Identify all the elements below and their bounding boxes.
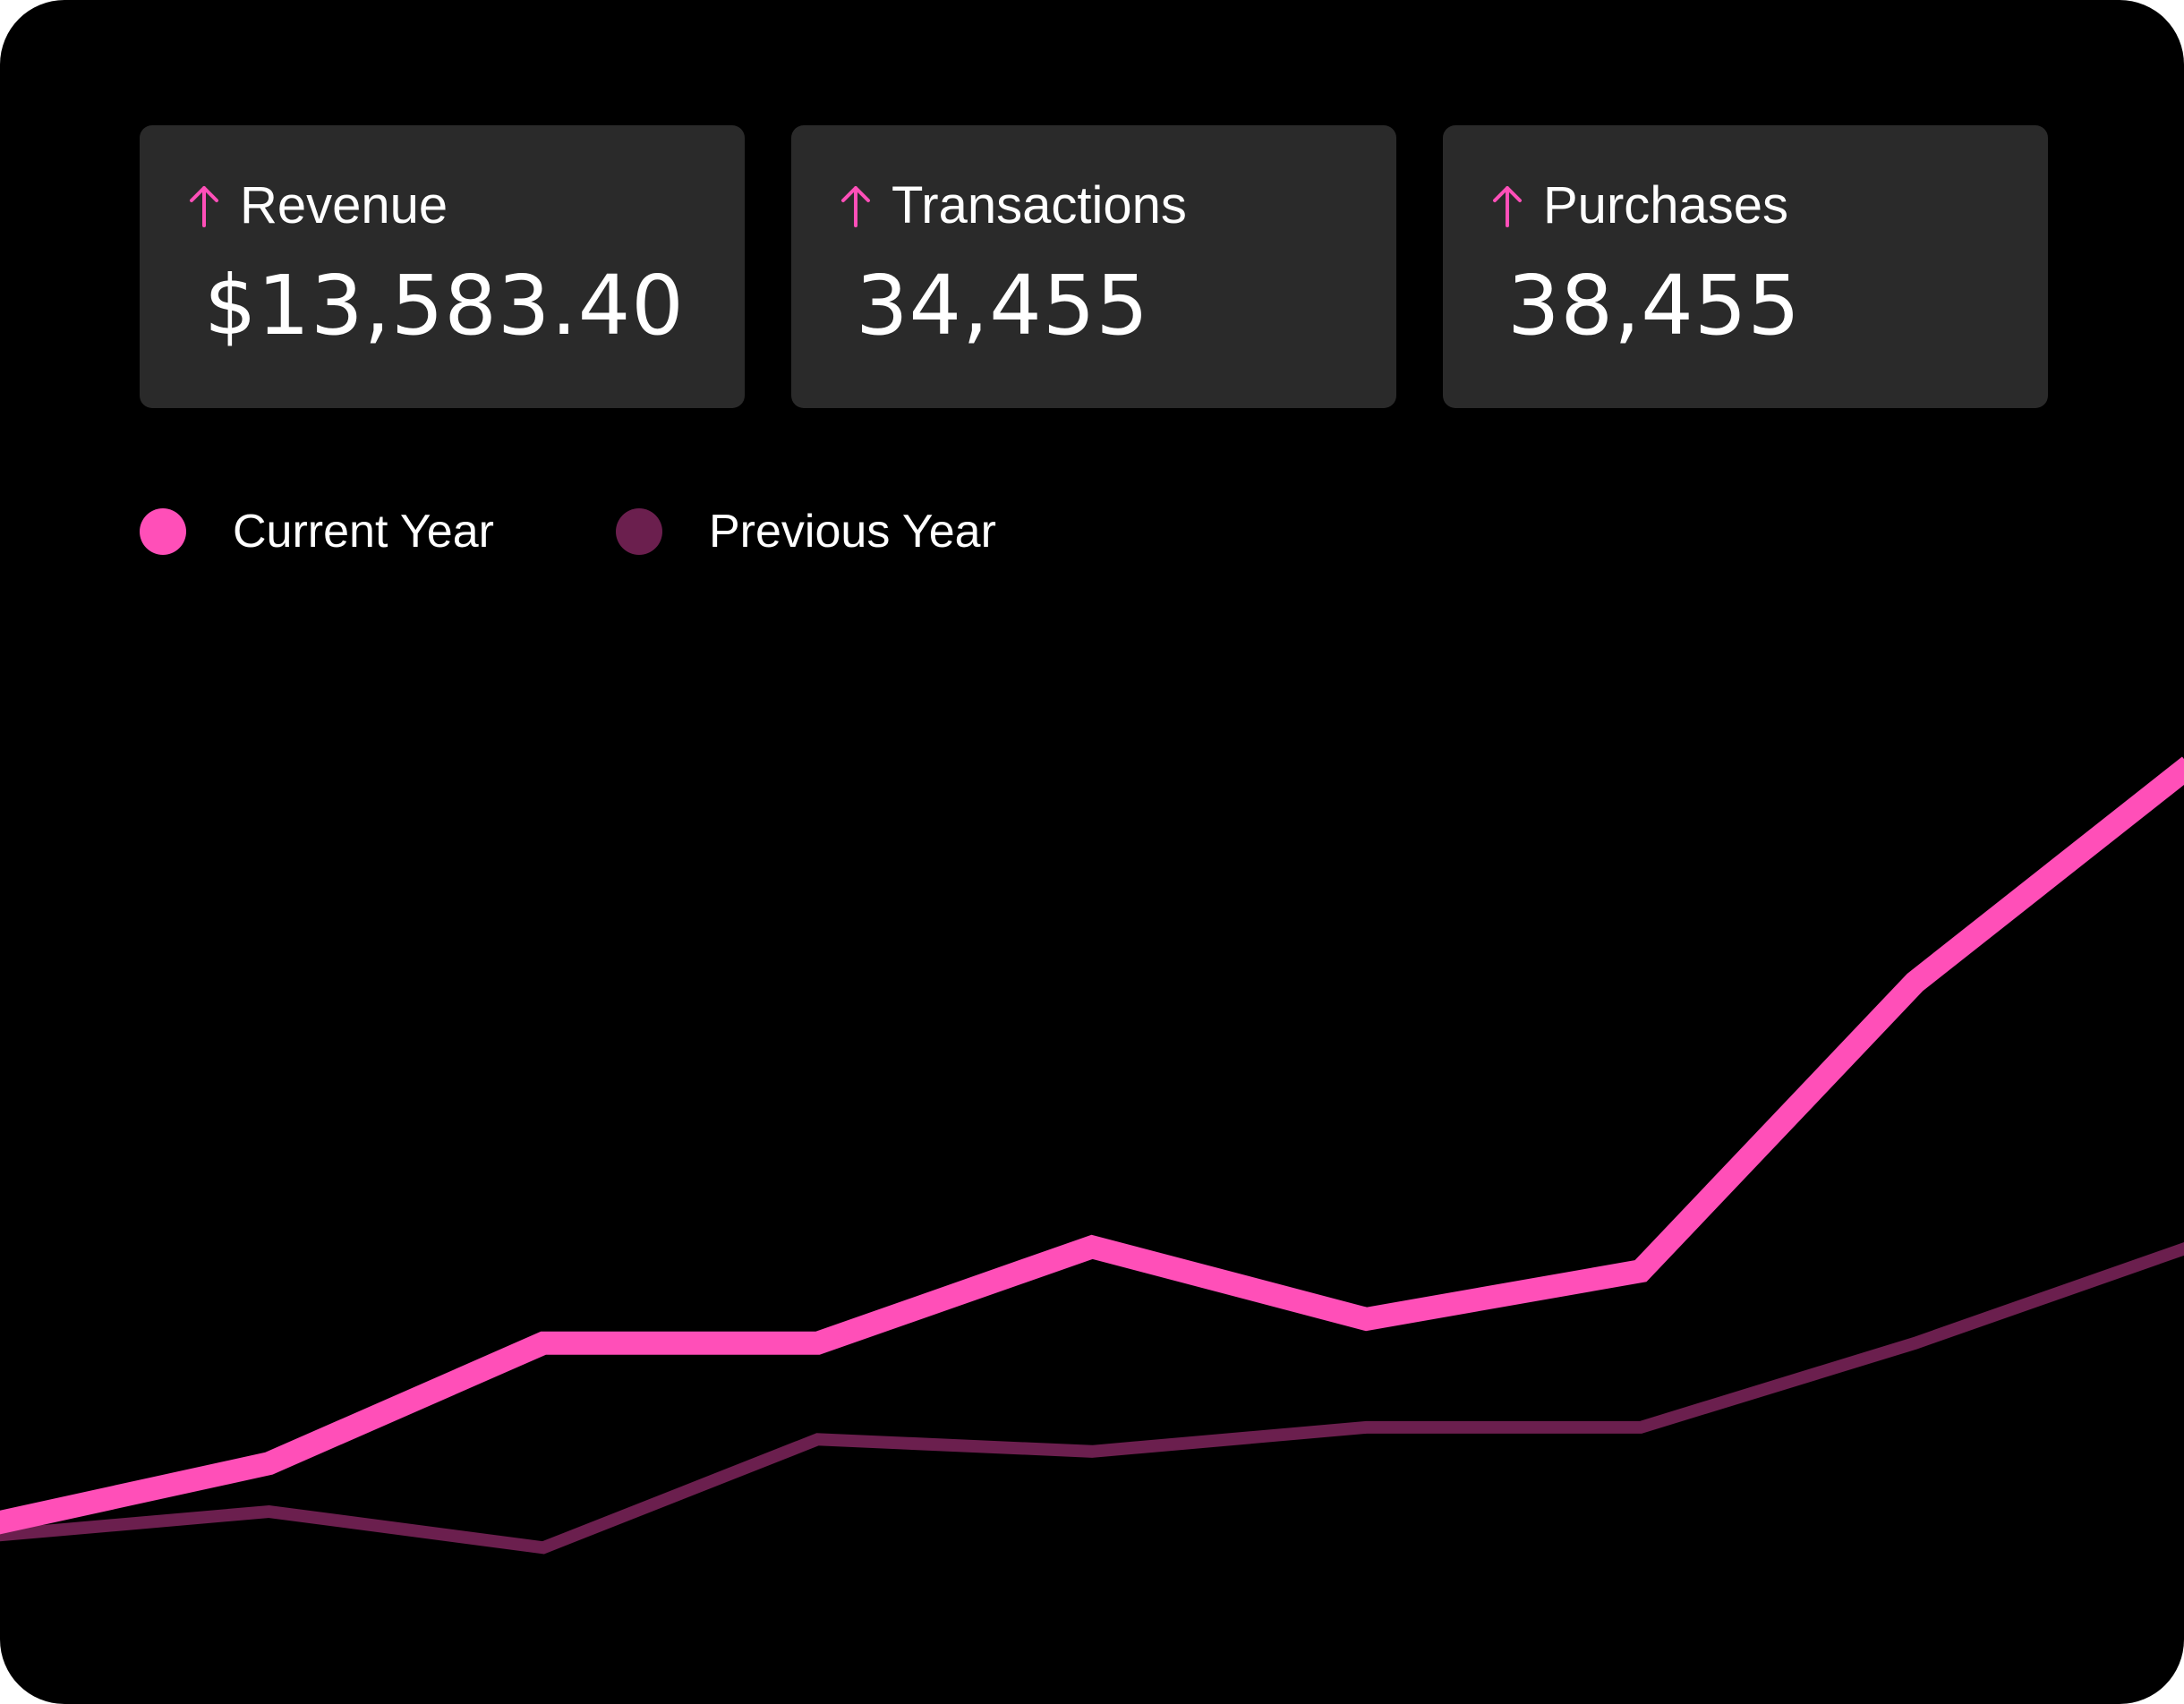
legend-label-previous-year: Previous Year bbox=[709, 506, 996, 558]
transactions-label-row: Transactions bbox=[838, 179, 1187, 233]
transactions-value: 34,455 bbox=[856, 258, 1149, 354]
purchases-label-row: Purchases bbox=[1489, 179, 1788, 233]
purchases-card: Purchases 38,455 bbox=[1443, 125, 2048, 408]
legend-item-current-year: Current Year bbox=[140, 505, 494, 558]
transactions-card: Transactions 34,455 bbox=[791, 125, 1396, 408]
series-line-previous-year bbox=[0, 1241, 2184, 1555]
arrow-up-icon bbox=[190, 186, 218, 227]
series-line-current-year bbox=[0, 756, 2184, 1535]
legend-label-current-year: Current Year bbox=[233, 506, 494, 558]
arrow-up-icon bbox=[841, 186, 870, 227]
arrow-up-icon bbox=[1493, 186, 1522, 227]
transactions-label: Transactions bbox=[892, 176, 1187, 234]
revenue-card: Revenue $13,583.40 bbox=[140, 125, 745, 408]
revenue-value: $13,583.40 bbox=[204, 258, 685, 354]
revenue-label-row: Revenue bbox=[186, 179, 448, 233]
purchases-label: Purchases bbox=[1543, 176, 1789, 234]
legend-item-previous-year: Previous Year bbox=[616, 505, 996, 558]
previous-year-dot-icon bbox=[616, 508, 662, 555]
revenue-label: Revenue bbox=[240, 176, 448, 234]
current-year-dot-icon bbox=[140, 508, 186, 555]
purchases-value: 38,455 bbox=[1507, 258, 1801, 354]
